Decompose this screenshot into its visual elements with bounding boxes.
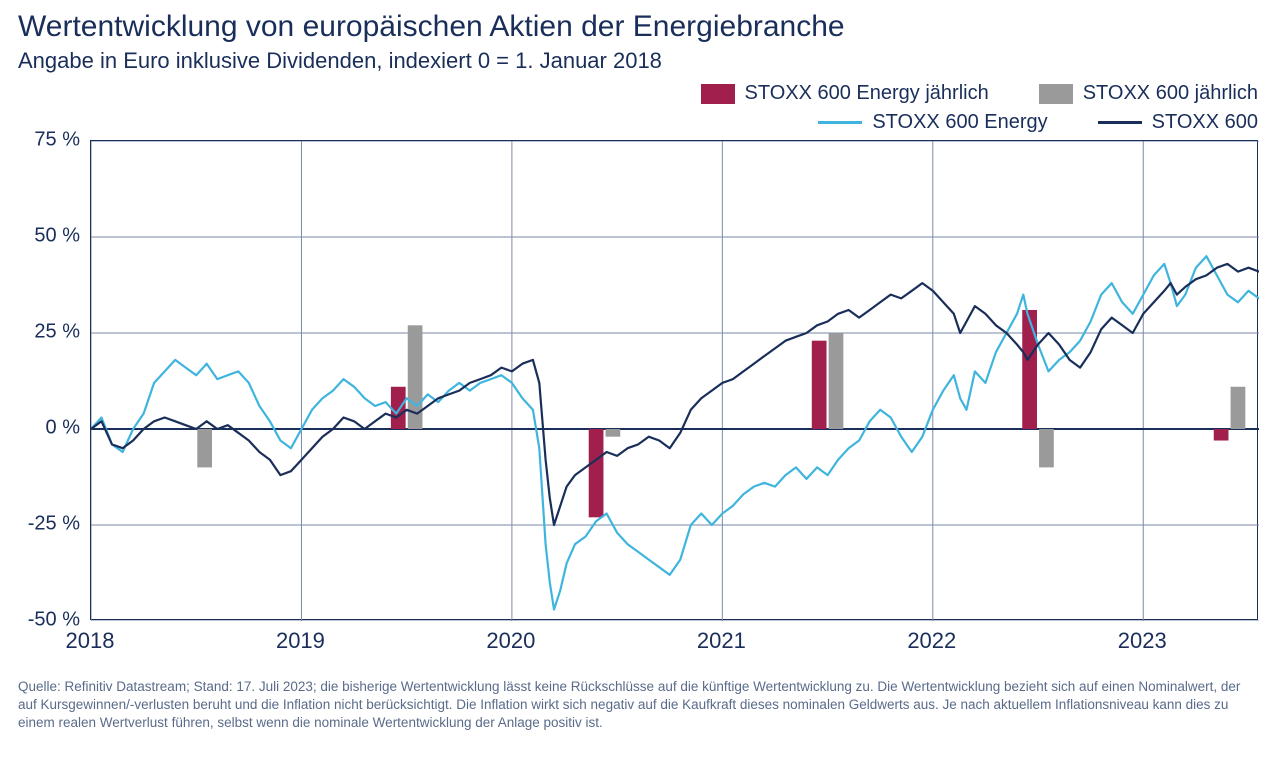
legend-swatch-line (818, 121, 862, 124)
legend-label: STOXX 600 Energy jährlich (745, 82, 989, 105)
legend-item-energy-line: STOXX 600 Energy (818, 111, 1047, 134)
legend-item-600-line: STOXX 600 (1098, 111, 1258, 134)
legend-item-600-bar: STOXX 600 jährlich (1039, 82, 1258, 105)
plot-area (90, 140, 1258, 620)
y-tick-label: 25 % (34, 321, 80, 344)
x-tick-label: 2019 (276, 628, 325, 654)
legend-label: STOXX 600 (1152, 111, 1258, 134)
legend-label: STOXX 600 jährlich (1083, 82, 1258, 105)
legend-swatch-line (1098, 121, 1142, 124)
chart-subtitle: Angabe in Euro inklusive Dividenden, ind… (18, 48, 1262, 74)
legend-item-energy-bar: STOXX 600 Energy jährlich (701, 82, 989, 105)
x-tick-label: 2020 (486, 628, 535, 654)
legend-swatch-bar (1039, 84, 1073, 104)
chart-legend: STOXX 600 Energy jährlich STOXX 600 jähr… (18, 82, 1258, 134)
plot-svg (91, 141, 1259, 621)
y-tick-label: -25 % (28, 513, 80, 536)
x-axis-labels: 201820192020202120222023 (90, 628, 1258, 658)
legend-swatch-bar (701, 84, 735, 104)
y-tick-label: 0 % (46, 417, 80, 440)
x-tick-label: 2023 (1118, 628, 1167, 654)
chart-title: Wertentwicklung von europäischen Aktien … (18, 10, 1262, 44)
y-axis-labels: -50 %-25 %0 %25 %50 %75 % (18, 140, 88, 620)
x-tick-label: 2021 (697, 628, 746, 654)
y-tick-label: 50 % (34, 225, 80, 248)
legend-label: STOXX 600 Energy (872, 111, 1047, 134)
chart-area: -50 %-25 %0 %25 %50 %75 % 20182019202020… (18, 140, 1262, 660)
chart-footnote: Quelle: Refinitiv Datastream; Stand: 17.… (18, 678, 1262, 733)
x-tick-label: 2022 (907, 628, 956, 654)
x-tick-label: 2018 (66, 628, 115, 654)
y-tick-label: 75 % (34, 129, 80, 152)
